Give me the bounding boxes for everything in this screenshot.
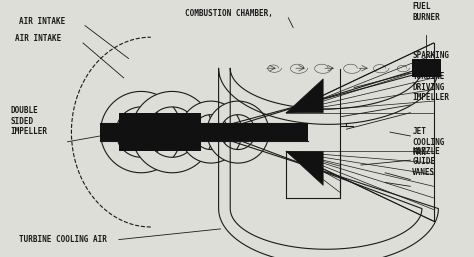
Polygon shape xyxy=(100,91,182,132)
Text: AIR INTAKE: AIR INTAKE xyxy=(15,34,62,43)
Polygon shape xyxy=(131,91,213,132)
Text: TURBINE COOLING AIR: TURBINE COOLING AIR xyxy=(19,235,107,244)
Text: DOUBLE
SIDED
IMPELLER: DOUBLE SIDED IMPELLER xyxy=(10,106,47,136)
Polygon shape xyxy=(207,132,269,163)
Text: NOZZLE
GUIDE
VANES: NOZZLE GUIDE VANES xyxy=(412,147,440,177)
Polygon shape xyxy=(286,151,323,185)
Polygon shape xyxy=(119,141,201,151)
Text: SPARKING
PLUG: SPARKING PLUG xyxy=(412,51,449,70)
Polygon shape xyxy=(100,132,182,173)
Polygon shape xyxy=(180,101,242,132)
Polygon shape xyxy=(131,132,213,173)
Polygon shape xyxy=(119,113,201,123)
Polygon shape xyxy=(100,123,308,141)
Polygon shape xyxy=(207,101,269,132)
Polygon shape xyxy=(286,79,323,113)
Polygon shape xyxy=(412,59,441,77)
Text: AIR INTAKE: AIR INTAKE xyxy=(19,17,65,26)
Text: TURBINE
DRIVING
IMPELLER: TURBINE DRIVING IMPELLER xyxy=(412,72,449,102)
Text: COMBUSTION CHAMBER,: COMBUSTION CHAMBER, xyxy=(185,9,273,18)
Text: FUEL
BURNER: FUEL BURNER xyxy=(412,2,440,22)
Text: JET: JET xyxy=(412,127,426,136)
Text: COOLING
FAN: COOLING FAN xyxy=(412,138,445,157)
Polygon shape xyxy=(180,132,242,163)
